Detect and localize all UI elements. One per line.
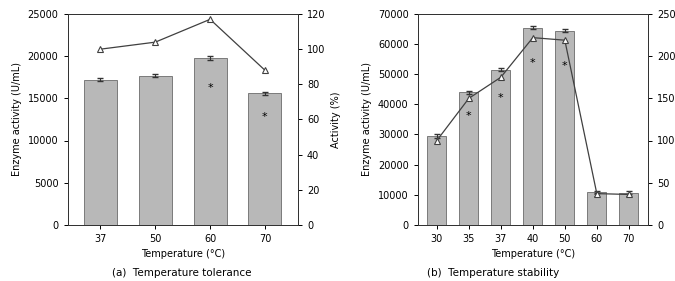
Y-axis label: Enzyme activity (U/mL): Enzyme activity (U/mL) [362,62,373,176]
Text: *: * [466,111,472,121]
X-axis label: Temperature (°C): Temperature (°C) [491,249,575,259]
Text: (a)  Temperature tolerance: (a) Temperature tolerance [113,268,252,278]
Text: *: * [262,112,268,122]
Text: (b)  Temperature stability: (b) Temperature stability [427,268,559,278]
Y-axis label: Activity (%): Activity (%) [331,91,341,148]
Text: *: * [498,93,504,103]
Bar [523,28,543,225]
X-axis label: Temperature (°C): Temperature (°C) [140,249,225,259]
Y-axis label: Enzyme activity (U/mL): Enzyme activity (U/mL) [12,62,22,176]
Bar [619,192,639,225]
Text: *: * [626,193,632,203]
Bar [139,76,171,225]
Bar [491,70,510,225]
Text: *: * [530,58,536,68]
Bar [556,31,574,225]
Bar [194,58,227,225]
Bar [587,192,606,225]
Bar [248,93,281,225]
Bar [84,80,117,225]
Bar [427,136,446,225]
Text: *: * [562,61,568,71]
Bar [459,92,479,225]
Text: *: * [594,193,599,203]
Text: *: * [207,83,213,93]
